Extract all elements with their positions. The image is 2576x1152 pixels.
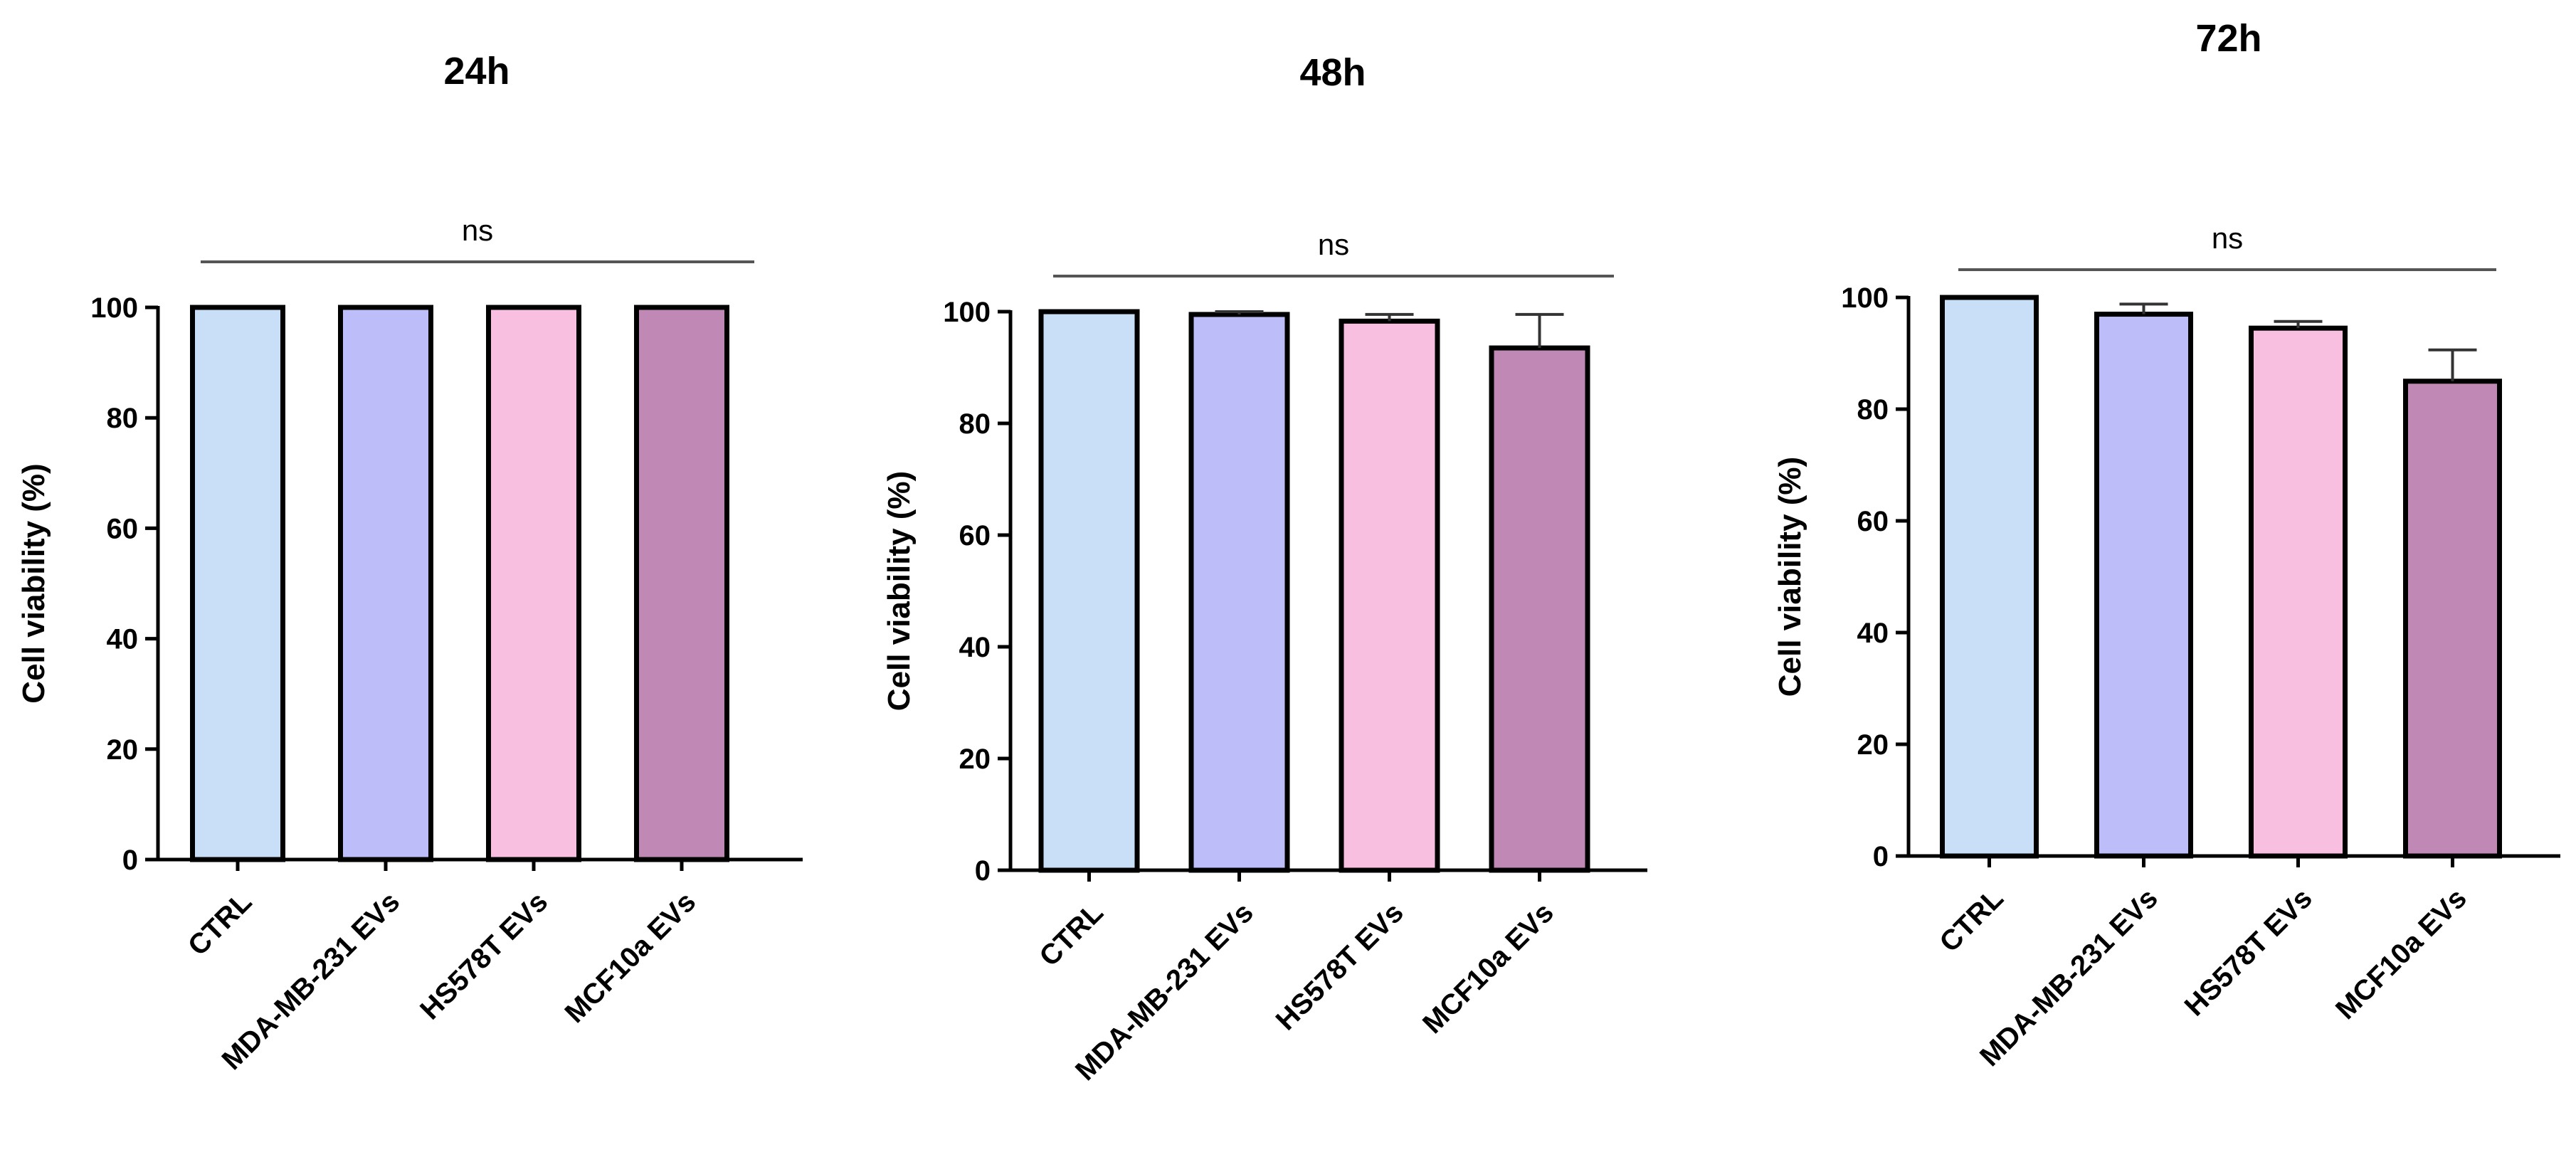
category-label: CTRL <box>182 886 258 962</box>
category-label: HS578T EVs <box>1270 897 1410 1036</box>
chart-title: 72h <box>2195 17 2261 60</box>
y-tick-label: 60 <box>1857 506 1889 537</box>
y-tick-label: 60 <box>107 513 139 544</box>
y-axis-label: Cell viability (%) <box>882 471 917 711</box>
y-tick-label: 40 <box>959 632 991 663</box>
bar <box>1038 309 1140 873</box>
category-label: MCF10a EVs <box>559 886 702 1029</box>
bar <box>1339 318 1440 873</box>
category-label: CTRL <box>1033 897 1109 973</box>
bar <box>634 305 729 862</box>
y-tick-label: 100 <box>90 292 138 324</box>
bar <box>338 305 433 862</box>
category-label: MCF10a EVs <box>2330 882 2473 1025</box>
bar <box>2249 325 2348 859</box>
y-tick-label: 40 <box>1857 618 1889 649</box>
y-tick-label: 60 <box>959 520 991 551</box>
y-tick-label: 0 <box>975 855 991 887</box>
chart-title: 48h <box>1299 51 1366 94</box>
y-tick-label: 40 <box>107 624 139 655</box>
bar <box>1489 345 1590 873</box>
y-axis-label: Cell viability (%) <box>16 463 51 703</box>
bar <box>486 305 581 862</box>
significance-label: ns <box>1318 228 1349 261</box>
y-tick-label: 0 <box>1873 841 1889 872</box>
y-tick-label: 80 <box>1857 394 1889 426</box>
y-tick-label: 80 <box>959 408 991 440</box>
significance-label: ns <box>462 213 493 247</box>
y-axis-label: Cell viability (%) <box>1773 457 1807 697</box>
y-tick-label: 80 <box>107 403 139 434</box>
y-tick-label: 100 <box>943 297 991 328</box>
y-tick-label: 20 <box>959 744 991 775</box>
category-label: HS578T EVs <box>414 886 554 1025</box>
bar <box>1940 295 2039 859</box>
bar <box>2094 312 2193 859</box>
category-label: MCF10a EVs <box>1417 897 1560 1040</box>
category-label: HS578T EVs <box>2179 882 2318 1022</box>
bar <box>1188 312 1290 873</box>
chart-title: 24h <box>443 50 510 93</box>
y-tick-label: 20 <box>107 734 139 766</box>
category-label: CTRL <box>1933 882 2010 958</box>
y-tick-label: 0 <box>122 845 138 876</box>
bar <box>2403 379 2502 859</box>
y-tick-label: 100 <box>1841 282 1889 314</box>
y-tick-label: 20 <box>1857 729 1889 761</box>
bar <box>190 305 285 862</box>
significance-label: ns <box>2212 221 2243 255</box>
